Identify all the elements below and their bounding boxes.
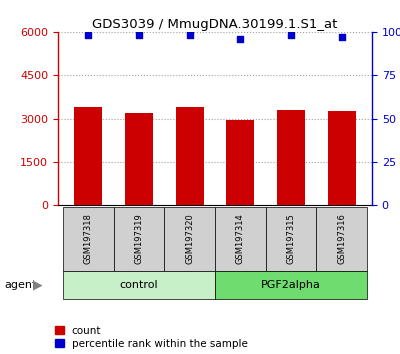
Text: GSM197315: GSM197315 xyxy=(286,213,296,264)
Text: PGF2alpha: PGF2alpha xyxy=(261,280,321,290)
Bar xyxy=(74,107,102,205)
Text: GSM197318: GSM197318 xyxy=(84,213,93,264)
Point xyxy=(136,33,142,38)
Bar xyxy=(328,112,356,205)
Point xyxy=(186,33,193,38)
Text: GSM197320: GSM197320 xyxy=(185,213,194,264)
Text: ▶: ▶ xyxy=(33,279,43,291)
Bar xyxy=(277,110,305,205)
Point xyxy=(237,36,244,42)
Text: control: control xyxy=(120,280,158,290)
Legend: count, percentile rank within the sample: count, percentile rank within the sample xyxy=(55,326,248,349)
Point xyxy=(288,33,294,38)
Text: GSM197316: GSM197316 xyxy=(337,213,346,264)
Point xyxy=(85,33,92,38)
Bar xyxy=(176,107,204,205)
Text: agent: agent xyxy=(4,280,36,290)
Bar xyxy=(125,113,153,205)
Text: GSM197319: GSM197319 xyxy=(134,213,144,264)
Title: GDS3039 / MmugDNA.30199.1.S1_at: GDS3039 / MmugDNA.30199.1.S1_at xyxy=(92,18,338,31)
Point xyxy=(338,34,345,40)
Text: GSM197314: GSM197314 xyxy=(236,213,245,264)
Bar xyxy=(226,120,254,205)
